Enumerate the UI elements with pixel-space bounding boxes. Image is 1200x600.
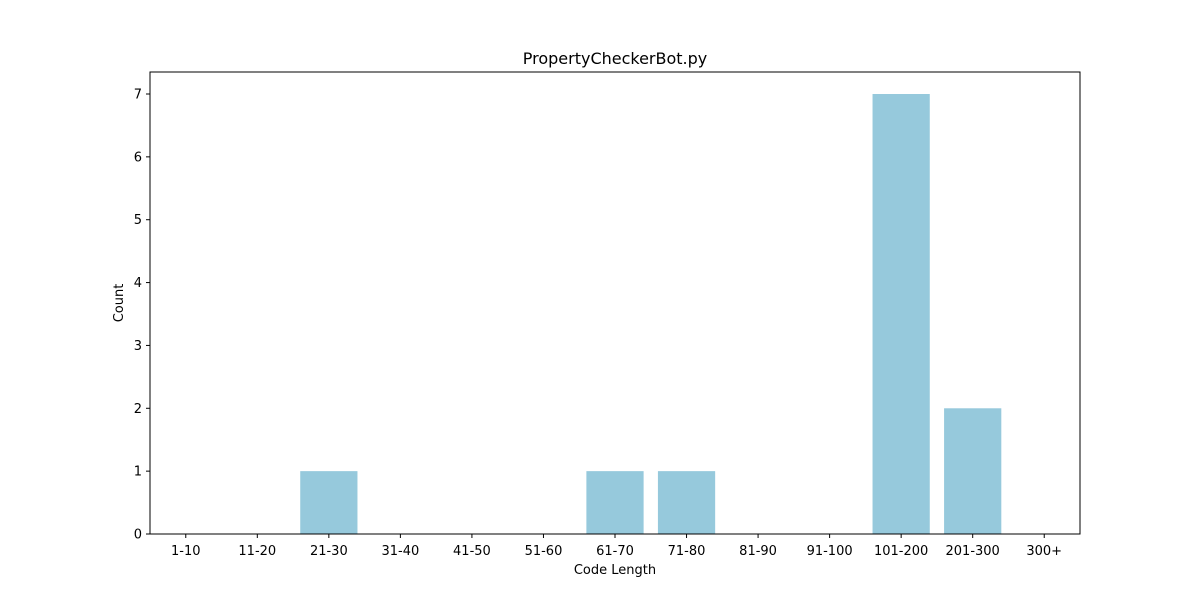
y-tick-label: 1 xyxy=(134,465,142,480)
bar-21-30 xyxy=(300,471,358,534)
bar-101-200 xyxy=(872,94,930,534)
y-tick-label: 3 xyxy=(134,339,142,354)
y-tick-label: 5 xyxy=(134,213,142,228)
bar-61-70 xyxy=(586,471,644,534)
x-tick-label: 71-80 xyxy=(668,544,706,559)
y-tick-label: 6 xyxy=(134,150,142,165)
x-tick-label: 300+ xyxy=(1026,544,1062,559)
y-tick-label: 4 xyxy=(134,276,142,291)
x-tick-label: 101-200 xyxy=(874,544,928,559)
x-tick-label: 11-20 xyxy=(238,544,276,559)
x-tick-label: 21-30 xyxy=(310,544,348,559)
bar-71-80 xyxy=(657,471,716,534)
x-tick-label: 81-90 xyxy=(739,544,777,559)
x-tick-label: 61-70 xyxy=(596,544,634,559)
plot-frame xyxy=(149,71,1081,535)
bars-group xyxy=(300,94,1002,534)
y-axis-label: Count xyxy=(112,284,127,323)
x-tick-label: 1-10 xyxy=(171,544,201,559)
x-tick-label: 201-300 xyxy=(946,544,1000,559)
y-axis-ticks: 0 1 2 3 4 5 6 7 xyxy=(134,88,150,543)
chart-title: PropertyCheckerBot.py xyxy=(523,49,708,68)
y-tick-label: 7 xyxy=(134,88,142,103)
x-tick-label: 31-40 xyxy=(381,544,419,559)
x-axis-label: Code Length xyxy=(574,563,656,578)
y-tick-label: 0 xyxy=(134,528,142,543)
y-tick-label: 2 xyxy=(134,402,142,417)
x-axis-ticks: 1-10 11-20 21-30 31-40 41-50 51-60 61-70 71-80 8… xyxy=(171,534,1062,559)
x-tick-label: 51-60 xyxy=(525,544,563,559)
x-tick-label: 41-50 xyxy=(453,544,491,559)
bar-201-300 xyxy=(944,408,1002,534)
x-tick-label: 91-100 xyxy=(807,544,853,559)
